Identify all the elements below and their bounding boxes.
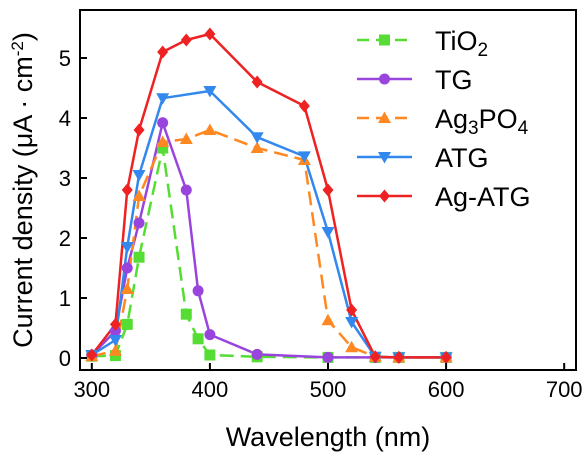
series-4-point-6 [204,27,216,41]
legend-label-0-part-0: TiO [435,26,478,56]
series-4-point-9 [322,183,334,197]
legend-label-1-part-0: TG [435,65,473,95]
series-4-point-13 [440,350,452,364]
series-4-point-7 [251,75,263,89]
series-1-point-9 [322,351,334,363]
series-4-point-10 [346,303,358,317]
series-2-point-7 [250,141,264,153]
legend-marker-0 [379,34,390,46]
x-tick-label-4: 700 [546,377,583,402]
series-1-point-2 [121,262,133,274]
series-4-point-11 [369,350,381,364]
series-1-point-3 [133,217,145,229]
series-0-point-7 [204,349,216,361]
legend-marker-1 [379,73,390,85]
legend-label-0-part-1: 2 [478,40,489,61]
series-4-point-12 [393,350,405,364]
series-1-point-7 [204,329,216,341]
series-2-point-4 [156,135,170,147]
y-axis-title-main: Current density (μA · cm [8,56,38,348]
y-tick-label-2: 2 [59,226,71,251]
legend-label-0: TiO2 [435,26,488,61]
plot-markers [85,27,453,364]
series-line-4 [90,32,447,359]
series-4-point-8 [298,99,310,113]
series-4-point-2 [121,183,133,197]
x-tick-label-1: 400 [192,377,229,402]
legend-label-2-part-1: 3 [468,118,479,139]
series-2-point-2 [120,282,134,294]
legend-label-4: Ag-ATG [435,182,531,212]
series-4-point-0 [86,348,98,362]
series-3-point-2 [120,242,134,254]
x-tick-label-3: 600 [428,377,465,402]
series-1-point-4 [157,117,169,129]
series-0-point-4 [157,142,169,154]
x-tick-label-0: 300 [73,377,110,402]
y-axis-title: Current density (μA · cm-2) [8,32,39,348]
y-axis-title-sup: -2 [8,41,27,56]
series-2-point-1 [108,344,122,356]
series-0-point-5 [180,308,192,320]
legend-marker-4 [379,189,390,203]
y-tick-label-1: 1 [59,286,71,311]
series-line-2 [91,128,447,359]
series-0-point-6 [192,333,204,345]
series-0-point-3 [133,251,145,263]
series-3-point-6 [250,132,264,144]
x-axis-title: Wavelength (nm) [226,422,431,452]
series-3-point-4 [156,93,170,105]
legend-label-3: ATG [435,143,489,173]
series-3-point-8 [321,227,335,239]
series-2-point-10 [345,340,359,353]
series-1-point-6 [192,285,204,297]
y-tick-label-3: 3 [59,166,71,191]
series-4-point-1 [109,317,121,331]
legend-label-4-part-0: Ag-ATG [435,182,531,212]
legend-label-2-part-0: Ag [435,104,468,134]
series-3-point-1 [108,335,122,347]
series-1-point-8 [251,348,263,360]
series-1-point-1 [109,325,121,337]
series-2-point-3 [132,189,146,201]
legend-marker-2 [378,111,391,123]
series-3-point-3 [132,170,146,182]
legend-marker-3 [378,152,391,164]
series-3-point-7 [297,151,311,163]
series-4-point-3 [133,123,145,137]
x-tick-label-2: 500 [310,377,347,402]
series-2-point-6 [203,123,217,135]
y-tick-label-5: 5 [59,46,71,71]
legend-label-3-part-0: ATG [435,143,489,173]
legend-label-2: Ag3PO4 [435,104,529,139]
y-tick-label-0: 0 [59,346,71,371]
series-1-point-5 [180,184,192,196]
y-axis-title-end: ) [8,32,38,41]
series-2-point-9 [321,313,335,326]
series-3-point-5 [203,86,217,98]
legend-label-1: TG [435,65,473,95]
series-4-point-4 [157,45,169,59]
series-0-point-2 [121,318,133,330]
y-tick-label-4: 4 [59,106,71,131]
series-3-point-9 [345,317,359,329]
legend-label-2-part-3: 4 [518,118,529,139]
series-2-point-5 [179,132,193,144]
axis-ticks: 300 400 500 600 700 0 1 2 3 4 5 [59,46,583,402]
series-4-point-5 [180,33,192,47]
legend-label-2-part-2: PO [479,104,518,134]
